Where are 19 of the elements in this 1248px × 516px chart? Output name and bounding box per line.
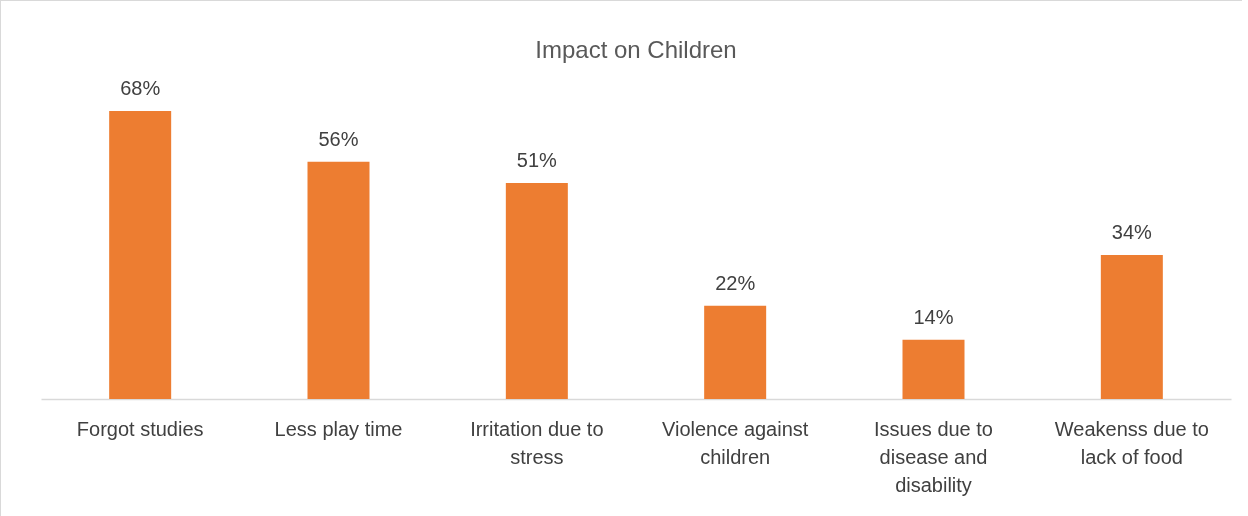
data-label: 51% — [516, 149, 558, 171]
data-label: 68% — [120, 77, 161, 99]
bar — [1100, 255, 1163, 399]
data-label: 14% — [913, 305, 954, 328]
x-tick-label: Weakenss due to lack of food — [1054, 417, 1209, 468]
data-label: 22% — [715, 271, 756, 294]
x-tick-label: Forgot studies — [76, 417, 204, 440]
x-tick-label: Irritation due to stress — [470, 417, 604, 468]
chart-title: Impact on Children — [535, 36, 737, 63]
x-tick-label: Issues due to disease and disability — [874, 417, 993, 496]
bar — [505, 183, 568, 399]
x-tick-label: Violence against children — [661, 417, 809, 468]
x-tick-label: Less play time — [274, 417, 403, 440]
bar — [109, 111, 172, 399]
bar — [902, 339, 965, 399]
bar — [307, 161, 370, 399]
data-label: 34% — [1111, 221, 1153, 243]
data-label: 56% — [318, 127, 359, 150]
bar — [704, 305, 767, 399]
